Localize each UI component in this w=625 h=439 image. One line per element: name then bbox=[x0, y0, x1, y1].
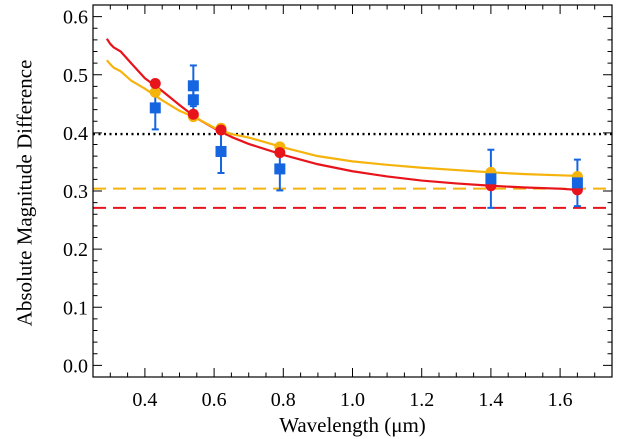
tick-labels: 0.4 0.6 0.8 1.0 1.2 1.4 1.6 0.0 0.1 0.2 0.3 0.4 0.5 0… bbox=[63, 7, 573, 411]
data-point-square-blue bbox=[485, 173, 497, 185]
y-tick-label: 0.3 bbox=[63, 181, 88, 203]
data-point-square-blue bbox=[149, 102, 161, 114]
x-tick-label: 1.4 bbox=[478, 389, 503, 411]
model-curves bbox=[105, 38, 578, 191]
data-point-circle-red bbox=[187, 108, 199, 120]
data-point-square-blue bbox=[187, 94, 199, 106]
data-point-square-blue bbox=[571, 177, 583, 189]
data-point-circle-red bbox=[149, 77, 161, 89]
axis-ticks bbox=[92, 4, 613, 378]
data-points bbox=[149, 77, 583, 196]
data-point-circle-orange bbox=[149, 86, 161, 98]
x-tick-label: 1.2 bbox=[409, 389, 434, 411]
x-axis-title: Wavelength (μm) bbox=[279, 413, 426, 437]
data-point-square-blue bbox=[187, 80, 199, 92]
x-tick-label: 0.4 bbox=[132, 389, 157, 411]
x-tick-label: 0.6 bbox=[202, 389, 227, 411]
y-axis-title: Absolute Magnitude Difference bbox=[12, 60, 36, 327]
y-tick-label: 0.0 bbox=[63, 355, 88, 377]
y-tick-label: 0.1 bbox=[63, 297, 88, 319]
model-curve-red bbox=[105, 38, 578, 191]
x-tick-label: 0.8 bbox=[271, 389, 296, 411]
x-tick-label: 1.0 bbox=[340, 389, 365, 411]
y-tick-label: 0.2 bbox=[63, 239, 88, 261]
model-curve-orange bbox=[106, 59, 578, 177]
data-point-square-blue bbox=[274, 163, 286, 175]
x-tick-label: 1.6 bbox=[548, 389, 573, 411]
y-tick-label: 0.4 bbox=[63, 123, 88, 145]
y-tick-label: 0.6 bbox=[63, 7, 88, 29]
reference-lines bbox=[93, 132, 612, 209]
data-point-square-blue bbox=[215, 145, 227, 157]
data-point-circle-red bbox=[215, 124, 227, 136]
data-point-circle-red bbox=[274, 147, 286, 159]
y-tick-label: 0.5 bbox=[63, 65, 88, 87]
